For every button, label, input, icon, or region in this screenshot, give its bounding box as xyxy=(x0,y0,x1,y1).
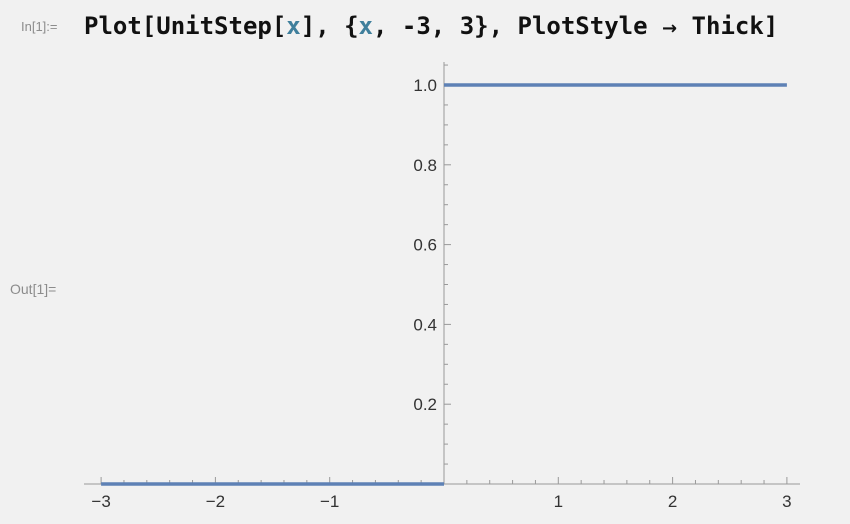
x-tick-label: 2 xyxy=(668,492,677,511)
code-text-4: Thick] xyxy=(691,12,779,40)
y-tick-label: 0.8 xyxy=(413,156,437,175)
code-variable-1: x xyxy=(286,12,301,40)
y-tick-label: 0.6 xyxy=(413,236,437,255)
code-variable-2: x xyxy=(358,12,373,40)
y-tick-label: 0.2 xyxy=(413,395,437,414)
x-tick-label: −2 xyxy=(206,492,225,511)
output-cell-label: Out[1]= xyxy=(10,281,57,297)
plot-marks xyxy=(101,83,787,486)
code-text-1: Plot[UnitStep[ xyxy=(84,12,287,40)
y-tick-label: 0.4 xyxy=(413,315,437,334)
plot-axes: −3 −2 −1 1 2 3 0.2 0.4 0.6 0.8 1.0 xyxy=(84,62,800,511)
x-tick-label: −1 xyxy=(320,492,339,511)
input-cell-code[interactable]: Plot[UnitStep[x], {x, -3, 3}, PlotStyle … xyxy=(84,10,778,45)
y-tick-label: 1.0 xyxy=(413,76,437,95)
code-text-2: ], { xyxy=(300,12,359,40)
input-cell-label: In[1]:= xyxy=(21,19,58,34)
rule-arrow: → xyxy=(662,18,678,39)
x-tick-label: 3 xyxy=(782,492,791,511)
x-tick-label: −3 xyxy=(91,492,110,511)
x-tick-label: 1 xyxy=(554,492,563,511)
code-text-3: , -3, 3}, PlotStyle xyxy=(373,12,648,40)
